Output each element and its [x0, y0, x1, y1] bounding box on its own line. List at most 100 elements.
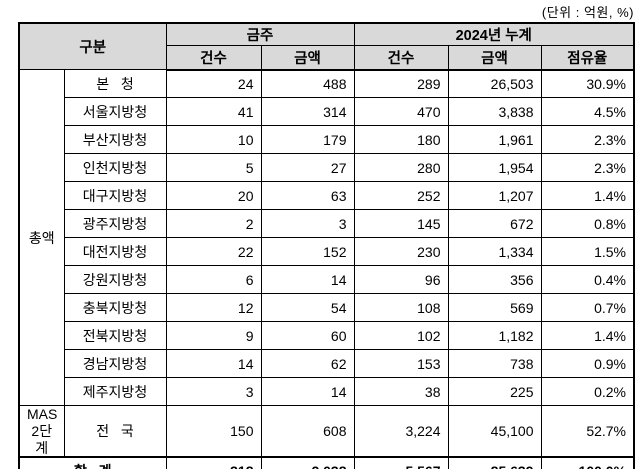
- region-label: 대구지방청: [63, 181, 167, 210]
- weekly-amount-cell: 27: [260, 153, 355, 182]
- region-label: 부산지방청: [63, 125, 167, 154]
- cum-cases-cell: 3,224: [353, 405, 449, 458]
- share-cell: 4.5%: [540, 97, 635, 126]
- weekly-cases-cell: 6: [165, 265, 262, 294]
- table-row: 충북지방청 12 54 108 569 0.7%: [19, 293, 635, 322]
- unit-label: (단위 : 억원, %): [541, 5, 634, 20]
- group-label: 총액: [18, 69, 65, 406]
- region-label: 충북지방청: [63, 293, 167, 322]
- table-row: 서울지방청 41 314 470 3,838 4.5%: [19, 97, 635, 126]
- cum-cases-cell: 96: [353, 265, 449, 294]
- share-cell: 30.9%: [540, 69, 635, 98]
- cum-cases-cell: 153: [353, 349, 449, 378]
- cum-amount-cell: 1,954: [447, 153, 542, 182]
- header-weekly-cases: 건수: [165, 45, 262, 71]
- weekly-amount-cell: 63: [260, 181, 355, 210]
- table-row: 전북지방청 9 60 102 1,182 1.4%: [19, 321, 635, 350]
- weekly-amount-cell: 179: [260, 125, 355, 154]
- weekly-amount-cell: 152: [260, 237, 355, 266]
- weekly-amount-cell: 62: [260, 349, 355, 378]
- weekly-cases-cell: 20: [165, 181, 262, 210]
- header-cumulative-2024: 2024년 누계: [353, 22, 635, 46]
- share-cell: 0.8%: [540, 209, 635, 238]
- cum-amount-cell: 738: [447, 349, 542, 378]
- table-header: 구분 금주 2024년 누계 건수 금액 건수 금액 점유율: [18, 22, 635, 71]
- cum-amount-cell: 45,100: [447, 405, 542, 458]
- cum-cases-cell: 5,567: [353, 456, 449, 469]
- weekly-amount-cell: 2,038: [260, 456, 355, 469]
- share-cell: 0.4%: [540, 265, 635, 294]
- weekly-cases-cell: 12: [165, 293, 262, 322]
- table-row: 총액 본 청 24 488 289 26,503 30.9%: [18, 69, 635, 406]
- weekly-amount-cell: 54: [260, 293, 355, 322]
- share-cell: 52.7%: [540, 405, 635, 458]
- region-label: 경남지방청: [63, 349, 167, 378]
- weekly-cases-cell: 41: [165, 97, 262, 126]
- region-label: 대전지방청: [63, 237, 167, 266]
- table-row: 경남지방청 14 62 153 738 0.9%: [19, 349, 635, 378]
- national-row: MAS 2단계 전 국 150 608 3,224 45,100 52.7%: [18, 405, 635, 458]
- weekly-cases-cell: 24: [165, 69, 262, 98]
- summary-table: 구분 금주 2024년 누계 건수 금액 건수 금액 점유율 총액 본 청 24…: [18, 22, 636, 469]
- share-cell: 1.4%: [540, 181, 635, 210]
- mas-stage-label: MAS 2단계: [18, 405, 65, 458]
- weekly-cases-cell: 5: [165, 153, 262, 182]
- share-cell: 2.3%: [540, 153, 635, 182]
- region-label: 인천지방청: [63, 153, 167, 182]
- header-gubun: 구분: [18, 22, 167, 70]
- table-row: 광주지방청 2 3 145 672 0.8%: [19, 209, 635, 238]
- weekly-cases-cell: 318: [165, 456, 262, 469]
- cum-amount-cell: 26,503: [447, 69, 542, 98]
- cum-amount-cell: 225: [447, 377, 542, 406]
- weekly-cases-cell: 150: [165, 405, 262, 458]
- cum-cases-cell: 230: [353, 237, 449, 266]
- weekly-cases-cell: 14: [165, 349, 262, 378]
- table-row: 강원지방청 6 14 96 356 0.4%: [19, 265, 635, 294]
- cum-cases-cell: 470: [353, 97, 449, 126]
- header-cum-cases: 건수: [353, 45, 449, 71]
- header-cum-amount: 금액: [447, 45, 542, 71]
- weekly-cases-cell: 3: [165, 377, 262, 406]
- cum-cases-cell: 280: [353, 153, 449, 182]
- cum-cases-cell: 108: [353, 293, 449, 322]
- cum-amount-cell: 672: [447, 209, 542, 238]
- weekly-amount-cell: 608: [260, 405, 355, 458]
- cum-amount-cell: 356: [447, 265, 542, 294]
- header-this-week: 금주: [165, 22, 355, 46]
- cum-cases-cell: 38: [353, 377, 449, 406]
- total-label: 합 계: [18, 456, 167, 469]
- weekly-amount-cell: 14: [260, 265, 355, 294]
- cum-amount-cell: 1,334: [447, 237, 542, 266]
- share-cell: 1.5%: [540, 237, 635, 266]
- share-cell: 0.2%: [540, 377, 635, 406]
- weekly-amount-cell: 60: [260, 321, 355, 350]
- weekly-amount-cell: 314: [260, 97, 355, 126]
- region-label: 광주지방청: [63, 209, 167, 238]
- cum-cases-cell: 289: [353, 69, 449, 98]
- share-cell: 2.3%: [540, 125, 635, 154]
- weekly-amount-cell: 14: [260, 377, 355, 406]
- region-label: 전 국: [63, 405, 167, 458]
- total-row: 합 계 318 2,038 5,567 85,639 100.0%: [18, 456, 635, 469]
- share-cell: 0.7%: [540, 293, 635, 322]
- region-label: 전북지방청: [63, 321, 167, 350]
- cum-cases-cell: 145: [353, 209, 449, 238]
- cum-amount-cell: 3,838: [447, 97, 542, 126]
- weekly-cases-cell: 2: [165, 209, 262, 238]
- table-row: 제주지방청 3 14 38 225 0.2%: [19, 377, 635, 406]
- weekly-cases-cell: 9: [165, 321, 262, 350]
- cum-amount-cell: 1,182: [447, 321, 542, 350]
- header-weekly-amount: 금액: [260, 45, 355, 71]
- table-row: 대전지방청 22 152 230 1,334 1.5%: [19, 237, 635, 266]
- cum-amount-cell: 1,961: [447, 125, 542, 154]
- region-label: 서울지방청: [63, 97, 167, 126]
- cum-cases-cell: 180: [353, 125, 449, 154]
- weekly-amount-cell: 3: [260, 209, 355, 238]
- weekly-cases-cell: 22: [165, 237, 262, 266]
- weekly-cases-cell: 10: [165, 125, 262, 154]
- table-row: 부산지방청 10 179 180 1,961 2.3%: [19, 125, 635, 154]
- cum-amount-cell: 569: [447, 293, 542, 322]
- region-label: 강원지방청: [63, 265, 167, 294]
- weekly-amount-cell: 488: [260, 69, 355, 98]
